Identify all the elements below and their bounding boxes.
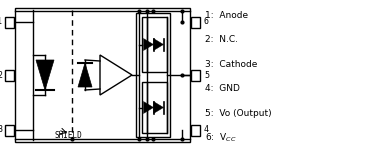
Text: 4: 4 bbox=[204, 126, 209, 135]
Bar bbox=[191, 124, 200, 135]
Polygon shape bbox=[100, 55, 132, 95]
Polygon shape bbox=[78, 63, 92, 87]
Polygon shape bbox=[154, 102, 164, 114]
Text: 4:  GND: 4: GND bbox=[205, 84, 240, 93]
Polygon shape bbox=[36, 60, 54, 90]
Bar bbox=[136, 13, 170, 137]
Text: 5:  Vo (Output): 5: Vo (Output) bbox=[205, 109, 272, 118]
Text: 1: 1 bbox=[0, 18, 2, 27]
Bar bbox=[142, 17, 167, 72]
Text: 5: 5 bbox=[204, 70, 209, 80]
Text: 6: 6 bbox=[204, 18, 209, 27]
Bar bbox=[5, 69, 14, 81]
Bar bbox=[191, 16, 200, 27]
Polygon shape bbox=[144, 39, 154, 51]
Text: 2: 2 bbox=[0, 70, 2, 80]
Bar bbox=[142, 82, 167, 133]
Bar bbox=[5, 124, 14, 135]
Bar bbox=[191, 69, 200, 81]
Text: 1:  Anode: 1: Anode bbox=[205, 11, 248, 20]
Polygon shape bbox=[154, 39, 164, 51]
Text: 2:  N.C.: 2: N.C. bbox=[205, 35, 238, 44]
Text: 6:  V$_{CC}$: 6: V$_{CC}$ bbox=[205, 132, 236, 144]
Polygon shape bbox=[144, 102, 154, 114]
Text: 3: 3 bbox=[0, 126, 2, 135]
Bar bbox=[15, 8, 190, 142]
Text: 3:  Cathode: 3: Cathode bbox=[205, 60, 258, 69]
Bar bbox=[5, 16, 14, 27]
Text: SHIELD: SHIELD bbox=[54, 130, 82, 140]
